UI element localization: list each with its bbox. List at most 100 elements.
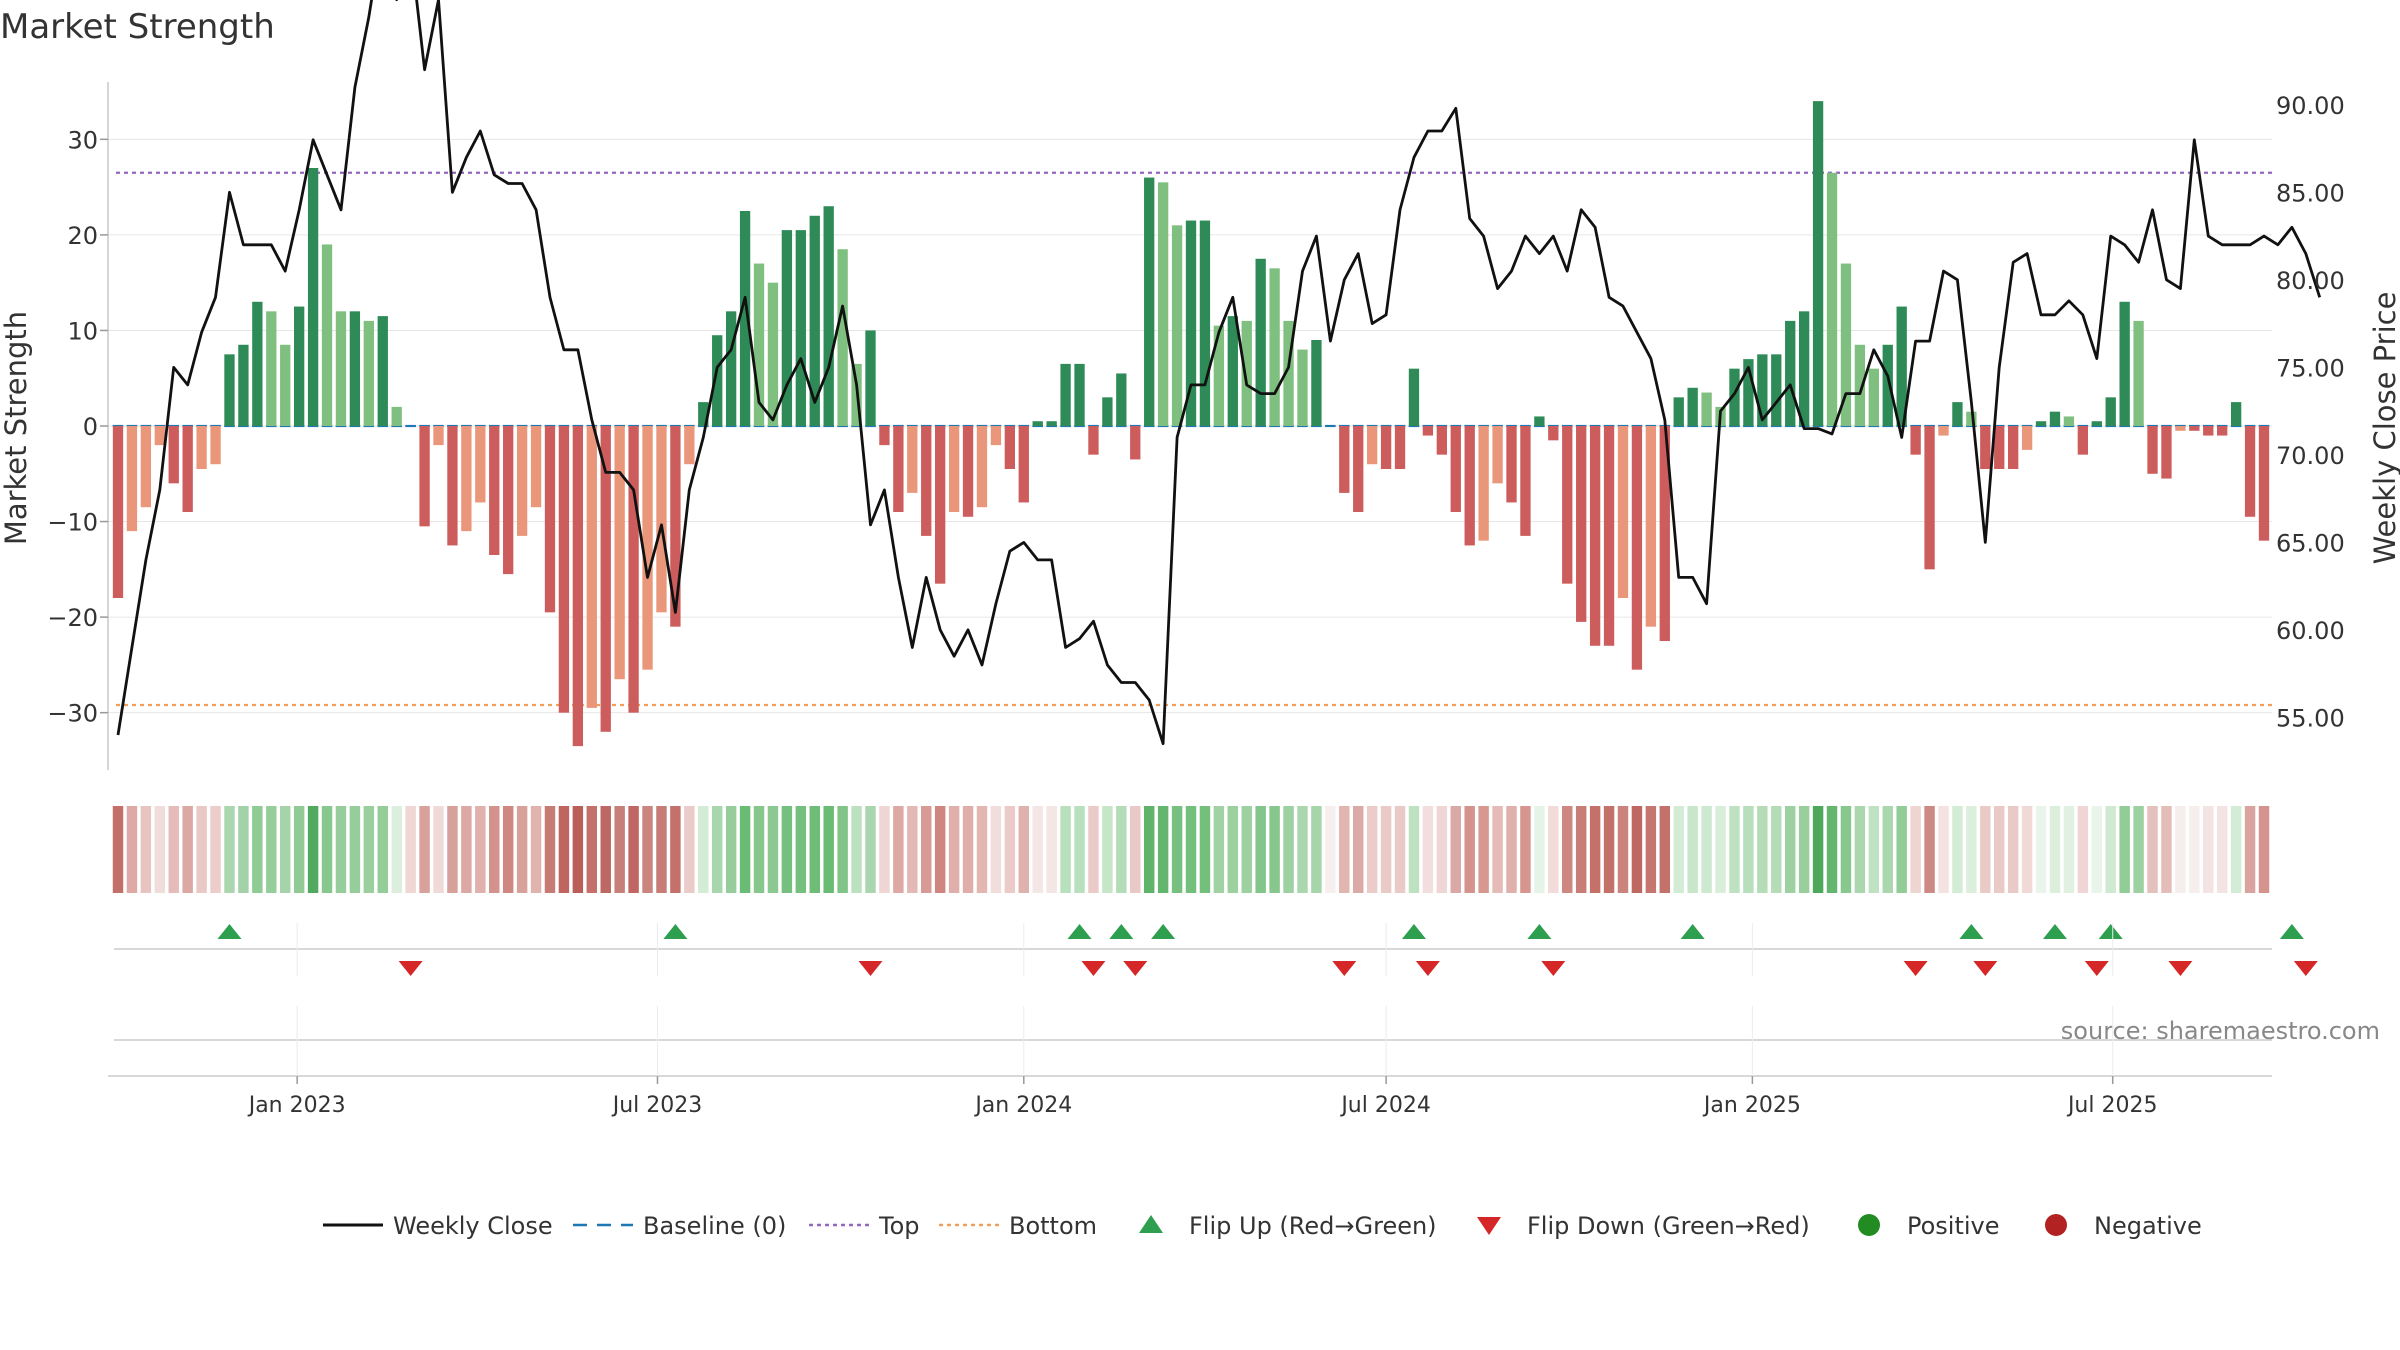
strength-bar	[1966, 411, 1977, 426]
heat-cell	[558, 806, 570, 893]
strength-bar	[1269, 268, 1280, 426]
heat-cell	[600, 806, 611, 893]
heat-cell	[1464, 806, 1475, 893]
legend-item: Negative	[2045, 1212, 2202, 1240]
heat-cell	[1910, 806, 1921, 893]
heat-cell	[948, 806, 960, 893]
flip-up-marker	[1401, 924, 1426, 939]
strength-bar	[1548, 426, 1559, 441]
strength-bar	[2147, 426, 2158, 474]
strength-bar	[252, 301, 263, 426]
strength-bar	[1631, 426, 1643, 670]
strength-bar	[1283, 320, 1294, 426]
heat-cell	[1812, 806, 1824, 893]
weekly-close-line	[116, 0, 2322, 746]
heat-cell	[1018, 806, 1030, 893]
strength-bar	[1213, 325, 1225, 426]
heat-cell	[823, 806, 834, 893]
strength-bar	[2258, 426, 2270, 541]
heat-cell	[1784, 806, 1796, 893]
heat-cell	[1980, 806, 1991, 893]
heat-cell	[1380, 806, 1392, 893]
strength-bar	[1380, 426, 1392, 469]
heat-cell	[502, 806, 514, 893]
strength-bar	[377, 316, 388, 426]
y-axis-left-label: Market Strength	[0, 311, 33, 545]
heat-cell	[2091, 806, 2103, 893]
heat-cell	[1157, 806, 1169, 893]
heat-cell	[1116, 806, 1127, 893]
y-tick-label-left: −30	[47, 700, 98, 728]
strength-bar	[1478, 426, 1489, 541]
heat-cell	[1422, 806, 1434, 893]
heat-cell	[1548, 806, 1559, 893]
strength-bar	[1576, 426, 1587, 622]
strength-bar	[1436, 426, 1447, 455]
heat-cell	[2049, 806, 2061, 893]
heat-cell	[349, 806, 361, 893]
strength-bar	[1116, 373, 1127, 426]
strength-bar	[2161, 426, 2172, 479]
heat-cell	[1771, 806, 1782, 893]
heat-cell	[934, 806, 946, 893]
strength-bar	[1743, 359, 1754, 426]
strength-bar	[1812, 101, 1824, 426]
strength-bar	[823, 206, 834, 426]
heat-cell	[1102, 806, 1113, 893]
x-ticks: Jan 2023 Jul 2023 Jan 2024 Jul 2024 Jan 2025…	[247, 923, 2157, 1118]
strength-bar	[990, 426, 1002, 446]
strength-bar	[1144, 177, 1155, 426]
heat-cell	[447, 806, 458, 893]
strength-bar	[1157, 182, 1169, 426]
heat-cell	[739, 806, 751, 893]
strength-bar	[1994, 426, 2005, 469]
heat-cell	[377, 806, 388, 893]
strength-bar	[196, 426, 207, 469]
heat-cell	[1575, 806, 1587, 893]
heat-cell	[1074, 806, 1085, 893]
heat-cell	[433, 806, 444, 893]
strength-bar	[293, 306, 305, 426]
heat-cell	[1687, 806, 1698, 893]
heat-cell	[1269, 806, 1280, 893]
heat-cell	[1840, 806, 1852, 893]
heat-cell	[112, 806, 124, 893]
heat-cell	[1185, 806, 1197, 893]
heat-cell	[196, 806, 207, 893]
flip-up-marker	[1151, 924, 1176, 939]
flip-down-marker	[1332, 961, 1357, 976]
y-tick-label-right: 60.00	[2276, 617, 2345, 645]
strength-bar	[2133, 320, 2144, 426]
strength-bar	[1798, 311, 1810, 426]
strength-bar	[781, 230, 793, 426]
strength-bar	[1603, 426, 1615, 646]
heat-cell	[2119, 806, 2130, 893]
strength-bar	[154, 426, 165, 446]
flip-up-marker	[2279, 924, 2304, 939]
legend-label: Bottom	[1009, 1212, 1097, 1240]
heat-cell	[2189, 806, 2200, 893]
heat-cell	[140, 806, 152, 893]
strength-bar	[1687, 387, 1698, 426]
flip-up-marker	[217, 924, 242, 939]
heat-cell	[363, 806, 375, 893]
heat-cell	[2021, 806, 2033, 893]
strength-bar	[1297, 349, 1308, 426]
strength-bar	[2175, 426, 2186, 431]
strength-bar	[182, 426, 193, 512]
heat-cell	[2258, 806, 2270, 893]
strength-bar	[2091, 421, 2102, 426]
strength-bar	[558, 426, 570, 713]
heat-cell	[572, 806, 584, 893]
heat-cell	[1352, 806, 1364, 893]
flip-down-marker	[1123, 961, 1148, 976]
strength-bar	[879, 426, 890, 446]
heat-cell	[2230, 806, 2242, 893]
heat-cell	[1339, 806, 1350, 893]
heat-cell	[753, 806, 765, 893]
heat-cell	[1617, 806, 1629, 893]
strength-bar	[363, 320, 374, 426]
heat-cell	[238, 806, 249, 893]
heat-cell	[252, 806, 263, 893]
heat-cell	[1297, 806, 1308, 893]
